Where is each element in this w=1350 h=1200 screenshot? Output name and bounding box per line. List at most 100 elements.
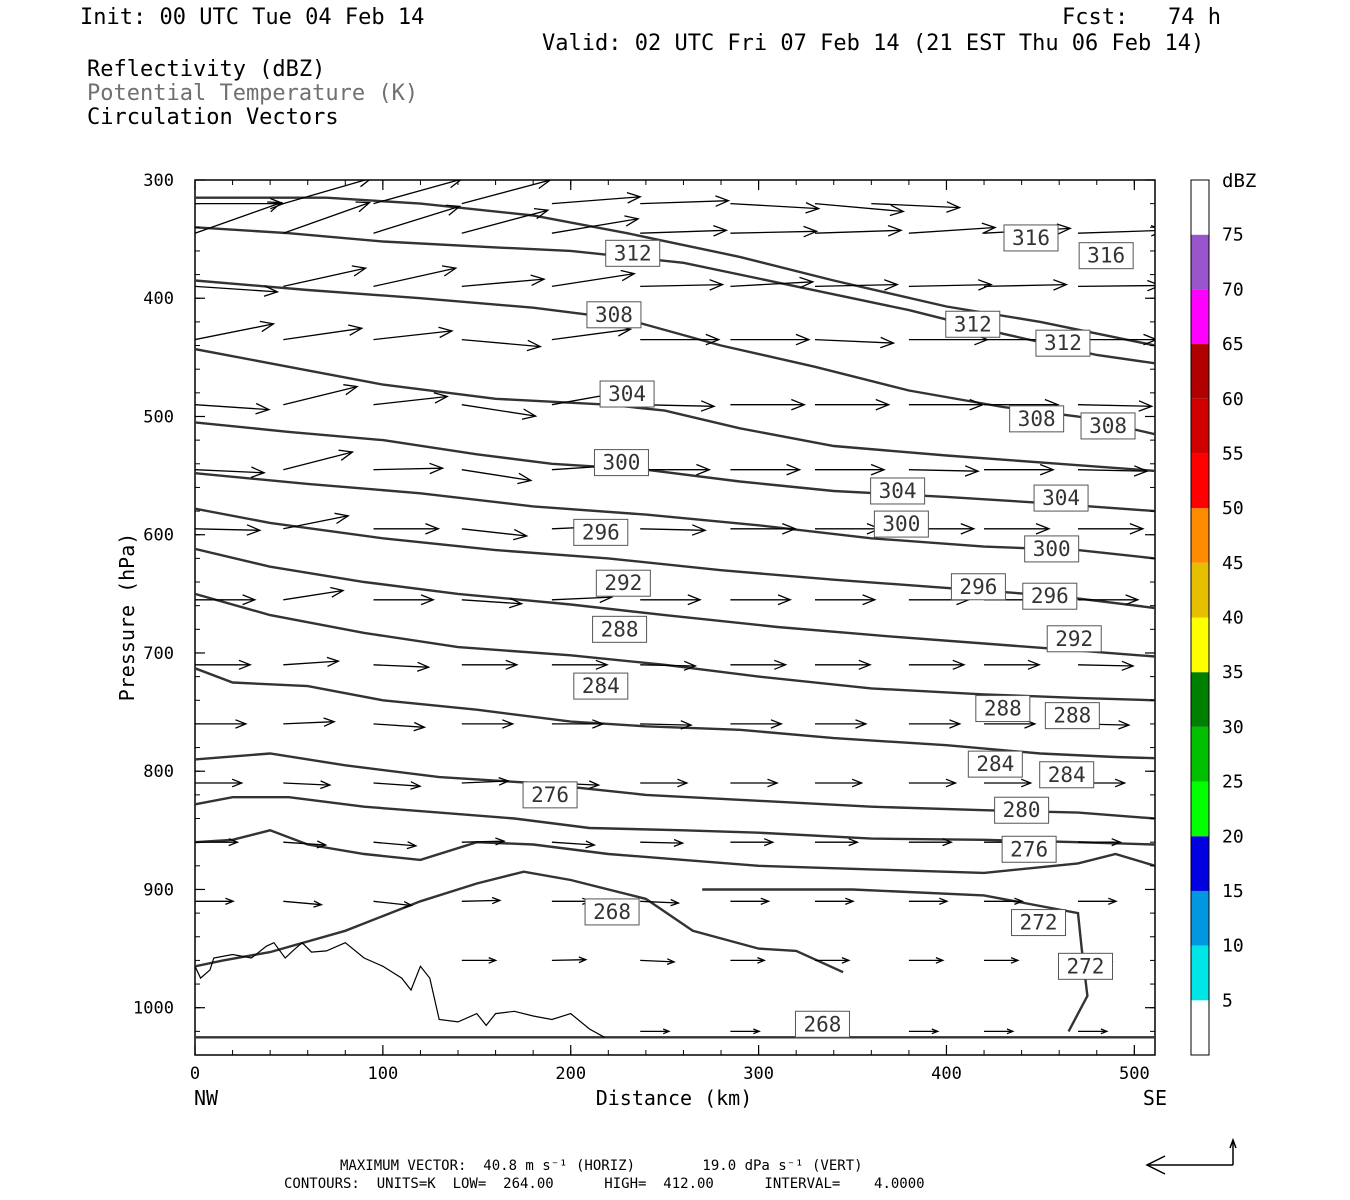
svg-text:312: 312 <box>1044 331 1082 355</box>
theta-contour-label: 308 <box>1009 405 1065 433</box>
colorbar-tick-label: 30 <box>1222 717 1244 738</box>
colorbar-tick-label: 45 <box>1222 553 1244 574</box>
circulation-vector <box>1078 333 1155 346</box>
circulation-vector <box>908 956 945 964</box>
circulation-vector <box>283 512 350 530</box>
colorbar-segment <box>1191 726 1209 782</box>
svg-text:288: 288 <box>984 697 1022 721</box>
circulation-vector <box>640 1028 671 1035</box>
svg-text:280: 280 <box>1003 798 1041 822</box>
layer-theta-label: Potential Temperature (K) <box>87 81 419 106</box>
svg-text:272: 272 <box>1067 954 1105 978</box>
svg-text:300: 300 <box>882 512 920 536</box>
theta-contour-label: 268 <box>584 898 640 926</box>
circulation-vector <box>373 594 436 606</box>
circulation-vector <box>730 202 821 214</box>
theta-contour-label: 272 <box>1011 909 1067 937</box>
colorbar-tick-label: 10 <box>1222 936 1244 957</box>
colorbar-tick-label: 75 <box>1222 225 1244 246</box>
circulation-vector <box>283 656 341 667</box>
circulation-vector <box>195 838 240 847</box>
circulation-vector <box>815 719 868 729</box>
circulation-vector <box>283 324 364 341</box>
x-tick-label: 300 <box>743 1064 774 1084</box>
plot-frame <box>194 179 1156 1056</box>
colorbar-tick-label: 70 <box>1222 279 1244 300</box>
svg-text:300: 300 <box>1033 537 1071 561</box>
circulation-vector <box>640 958 676 966</box>
circulation-vector <box>551 215 640 234</box>
theta-contour-276 <box>195 829 1155 875</box>
svg-text:296: 296 <box>959 575 997 599</box>
circulation-vector <box>814 224 903 237</box>
circulation-vector <box>983 279 1069 291</box>
theta-contour-label: 304 <box>870 477 926 505</box>
circulation-vector <box>461 896 502 905</box>
circulation-vector <box>815 897 855 906</box>
circulation-vector <box>195 719 248 729</box>
circulation-vector <box>461 659 519 670</box>
circulation-vector <box>815 463 886 476</box>
terrain-surface-line <box>195 941 605 1038</box>
circulation-vector <box>551 191 642 205</box>
colorbar-tick-label: 40 <box>1222 608 1244 629</box>
circulation-vector <box>1078 838 1123 847</box>
theta-contour-label: 296 <box>950 573 1006 601</box>
circulation-vector <box>1078 1028 1109 1035</box>
circulation-vector <box>195 320 276 341</box>
y-tick-label: 300 <box>143 171 174 191</box>
colorbar-segment <box>1191 1000 1209 1055</box>
theta-contour-label: 304 <box>599 380 655 408</box>
circulation-vector <box>984 956 1020 964</box>
circulation-vector <box>1077 660 1135 671</box>
circulation-vector <box>373 900 414 909</box>
axes: 0 100 200 300 400 500 300 400 500 600 700 800 900 100… <box>115 171 1167 1110</box>
circulation-vector <box>730 897 771 906</box>
circulation-vector <box>373 204 462 234</box>
circulation-vector <box>908 1028 940 1035</box>
circulation-vector <box>815 594 877 606</box>
circulation-vector <box>640 720 693 730</box>
circulation-vector <box>730 463 802 476</box>
circulation-vector <box>283 449 355 471</box>
theta-contour-312 <box>195 347 1155 473</box>
svg-text:292: 292 <box>1055 627 1093 651</box>
svg-text:304: 304 <box>608 382 646 406</box>
circulation-vector <box>814 202 906 217</box>
circulation-vector <box>195 659 252 670</box>
y-tick-label: 600 <box>143 526 174 546</box>
circulation-vector <box>984 778 1033 788</box>
circulation-vector <box>373 265 458 288</box>
circulation-vector <box>1077 465 1149 477</box>
circulation-vector <box>730 956 767 964</box>
theta-contour-272 <box>702 888 1089 1032</box>
circulation-vector <box>730 333 811 346</box>
circulation-vector <box>373 841 418 850</box>
circulation-vector <box>195 466 266 479</box>
circulation-vector <box>283 265 368 288</box>
theta-contour-label: 296 <box>1022 582 1078 610</box>
circulation-vector <box>640 524 707 536</box>
circulation-vector <box>640 898 681 907</box>
y-tick-label: 400 <box>143 289 174 309</box>
theta-contour-label: 300 <box>593 449 649 477</box>
circulation-vector <box>283 780 332 790</box>
circulation-vector <box>551 719 605 729</box>
theta-contour-labels: 268 268 272 272 276 276 280 284 284 284 288 288 288 2… <box>522 224 1136 1038</box>
x-tick-label: 500 <box>1119 1064 1150 1084</box>
theta-contour-label: 284 <box>1039 761 1095 789</box>
circulation-vector <box>283 180 371 205</box>
colorbar-segment <box>1191 890 1209 946</box>
svg-text:316: 316 <box>1087 244 1125 268</box>
circulation-vector <box>1078 897 1118 906</box>
colorbar-segment <box>1191 562 1209 618</box>
circulation-vector <box>373 180 462 205</box>
circulation-vector <box>640 660 698 671</box>
circulation-vector <box>1077 224 1155 237</box>
colorbar-tick-label: 25 <box>1222 772 1244 793</box>
theta-contour-label: 300 <box>1024 535 1080 563</box>
circulation-vector <box>730 659 788 670</box>
circulation-vector <box>195 594 257 606</box>
y-tick-label: 1000 <box>133 999 174 1019</box>
svg-text:288: 288 <box>601 617 639 641</box>
